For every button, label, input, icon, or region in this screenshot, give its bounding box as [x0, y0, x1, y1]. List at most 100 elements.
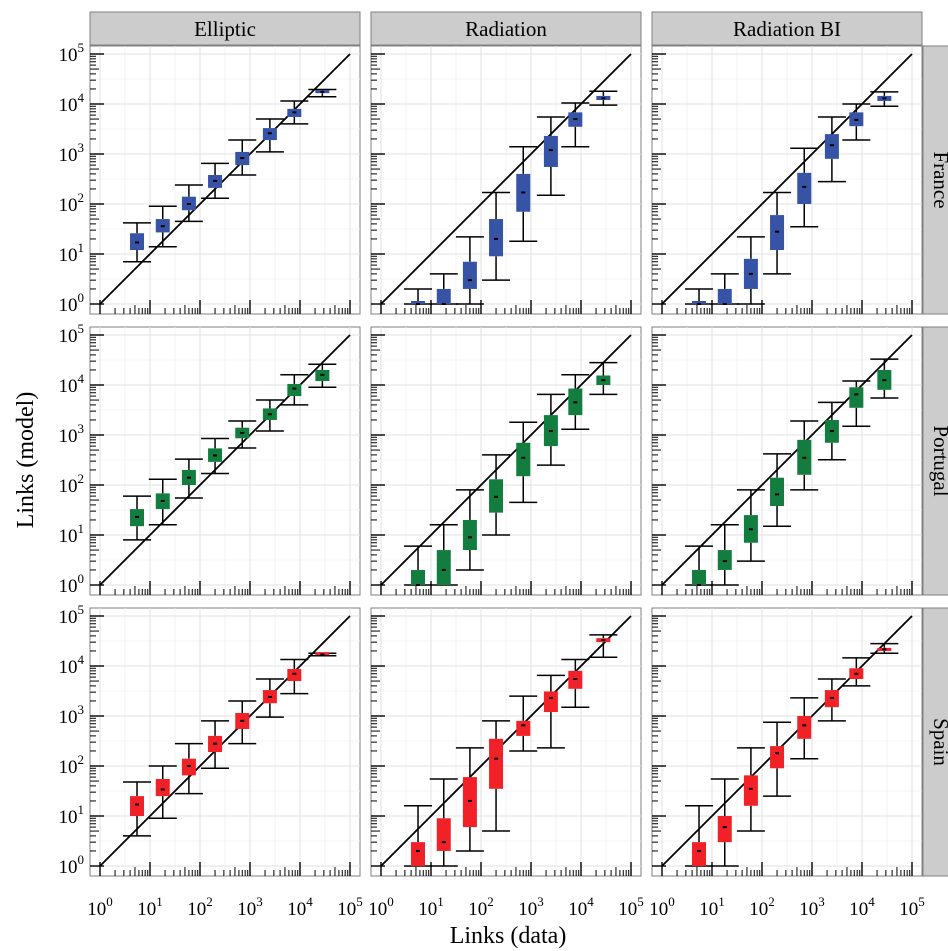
box-iqr	[411, 301, 426, 304]
box-iqr	[411, 842, 426, 866]
box-iqr	[717, 816, 732, 843]
x-tick-label: 103	[237, 894, 263, 920]
box-iqr	[155, 778, 170, 797]
box-2	[455, 236, 484, 305]
box-1	[429, 778, 458, 867]
x-tick-label: 102	[468, 894, 494, 920]
box-7	[870, 91, 899, 108]
panel-france-elliptic	[89, 45, 361, 315]
box-0	[404, 805, 433, 867]
x-tick-label: 104	[849, 894, 875, 920]
box-0	[685, 805, 714, 867]
box-3	[201, 437, 230, 475]
x-tick-label: 105	[337, 894, 363, 920]
box-0	[123, 222, 152, 263]
box-iqr	[692, 301, 707, 304]
box-4	[509, 145, 538, 242]
box-2	[174, 458, 203, 499]
box-2	[736, 236, 765, 305]
panel-france-radiation-bi	[651, 45, 923, 315]
box-0	[123, 781, 152, 837]
y-tick-label: 102	[59, 190, 85, 216]
panel-spain-radiation	[370, 607, 642, 877]
box-3	[482, 454, 511, 536]
row-strip-2	[922, 607, 948, 877]
panel-france-radiation	[370, 45, 642, 315]
box-iqr	[717, 288, 732, 304]
y-tick-label: 105	[59, 602, 85, 628]
box-1	[429, 273, 458, 305]
box-iqr	[287, 383, 302, 397]
box-5	[817, 401, 846, 461]
box-7	[870, 358, 899, 399]
y-tick-label: 100	[59, 290, 85, 316]
box-2	[455, 747, 484, 852]
x-tick-label: 103	[799, 894, 825, 920]
y-tick-label: 103	[59, 140, 85, 166]
column-strip-label-2: Radiation BI	[733, 17, 841, 41]
x-tick-label: 105	[899, 894, 925, 920]
x-tick-label: 105	[618, 894, 644, 920]
box-iqr	[543, 691, 558, 713]
box-iqr	[181, 758, 196, 776]
y-tick-label: 101	[59, 521, 85, 547]
box-3	[482, 720, 511, 832]
box-iqr	[489, 219, 504, 257]
identity-line	[661, 334, 913, 586]
box-6	[280, 100, 309, 125]
box-0	[685, 288, 714, 305]
box-6	[842, 657, 871, 687]
box-3	[763, 191, 792, 275]
column-strip-0	[89, 11, 361, 46]
row-strip-label-1: Portugal	[929, 425, 948, 496]
x-tick-label: 103	[518, 894, 544, 920]
identity-line	[661, 53, 913, 305]
box-iqr	[462, 519, 477, 551]
box-6	[280, 658, 309, 695]
box-4	[790, 697, 819, 760]
box-2	[736, 489, 765, 562]
box-1	[710, 273, 739, 305]
box-0	[404, 545, 433, 586]
box-7	[308, 363, 337, 389]
box-iqr	[516, 442, 531, 477]
box-5	[817, 678, 846, 722]
x-tick-label: 101	[418, 894, 444, 920]
box-iqr	[743, 775, 758, 806]
x-tick-label: 101	[699, 894, 725, 920]
x-tick-label: 102	[187, 894, 213, 920]
y-axis-title: Links (model)	[13, 392, 39, 529]
y-tick-label: 105	[59, 321, 85, 347]
box-1	[710, 778, 739, 867]
row-strip-label-0: France	[929, 151, 948, 208]
box-iqr	[287, 669, 302, 682]
box-7	[308, 88, 337, 98]
y-tick-label: 102	[59, 752, 85, 778]
box-iqr	[462, 261, 477, 289]
box-iqr	[436, 288, 451, 304]
x-tick-label: 101	[137, 894, 163, 920]
box-iqr	[770, 477, 785, 507]
box-4	[228, 700, 257, 745]
column-strip-2	[651, 11, 923, 46]
box-iqr	[436, 818, 451, 851]
y-tick-label: 102	[59, 471, 85, 497]
y-tick-label: 104	[59, 371, 85, 397]
box-0	[685, 545, 714, 586]
box-1	[710, 524, 739, 586]
x-tick-label: 100	[368, 894, 394, 920]
identity-line	[380, 615, 632, 867]
box-6	[561, 374, 590, 431]
box-1	[148, 765, 177, 820]
panel-spain-elliptic	[89, 607, 361, 877]
column-strip-label-0: Elliptic	[194, 17, 256, 41]
box-7	[589, 361, 618, 396]
box-4	[790, 147, 819, 228]
box-6	[561, 102, 590, 148]
box-5	[536, 674, 565, 749]
box-3	[482, 191, 511, 281]
box-2	[174, 184, 203, 223]
box-0	[123, 495, 152, 541]
box-3	[201, 720, 230, 770]
box-iqr	[692, 569, 707, 585]
